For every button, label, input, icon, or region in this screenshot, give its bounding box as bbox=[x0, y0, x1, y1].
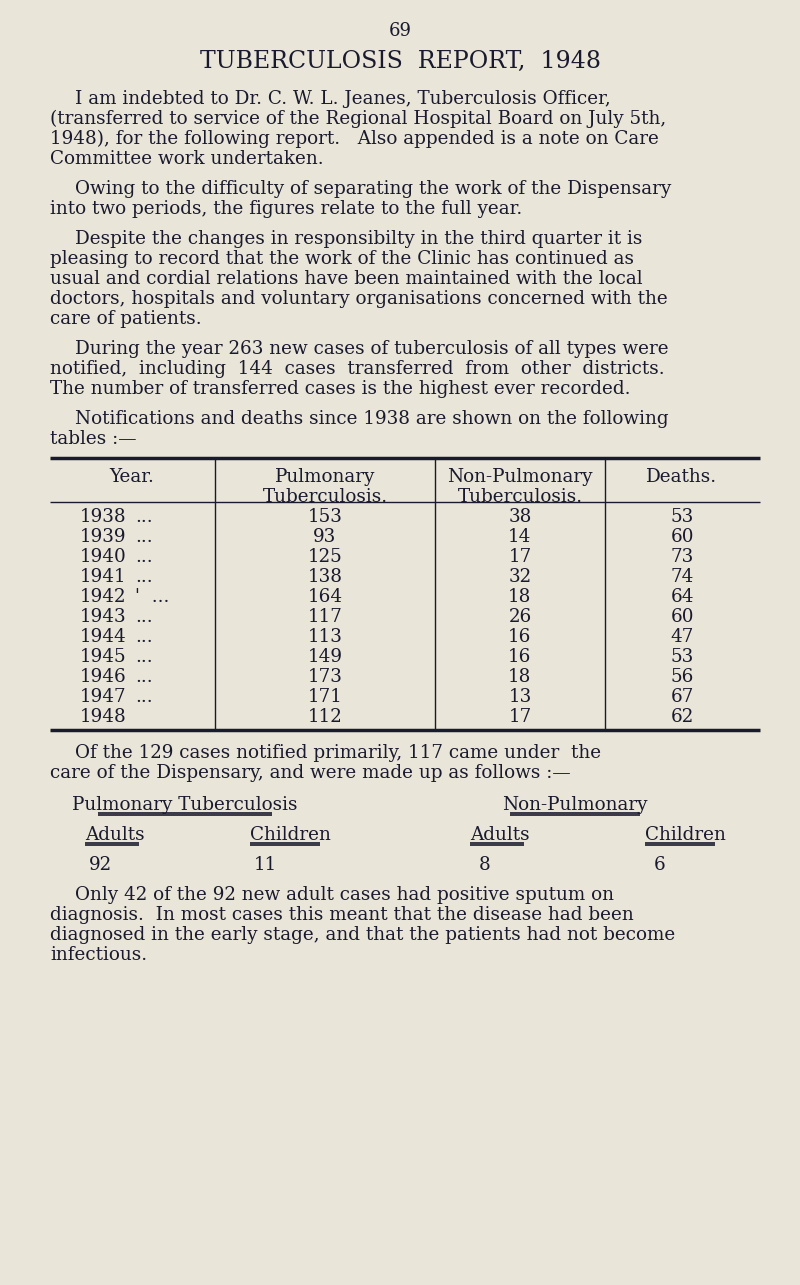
Text: TUBERCULOSIS  REPORT,  1948: TUBERCULOSIS REPORT, 1948 bbox=[199, 50, 601, 73]
Text: 53: 53 bbox=[670, 508, 694, 526]
Text: ...: ... bbox=[135, 648, 153, 666]
Text: 67: 67 bbox=[670, 687, 694, 705]
Text: ...: ... bbox=[135, 608, 153, 626]
Text: 1948), for the following report.   Also appended is a note on Care: 1948), for the following report. Also ap… bbox=[50, 130, 659, 148]
Text: 153: 153 bbox=[307, 508, 342, 526]
Text: 1945: 1945 bbox=[80, 648, 126, 666]
Text: 1946: 1946 bbox=[80, 668, 126, 686]
Text: Pulmonary Tuberculosis: Pulmonary Tuberculosis bbox=[72, 795, 298, 813]
Text: 17: 17 bbox=[508, 708, 532, 726]
Text: Committee work undertaken.: Committee work undertaken. bbox=[50, 150, 324, 168]
Text: 6: 6 bbox=[654, 856, 666, 874]
Text: usual and cordial relations have been maintained with the local: usual and cordial relations have been ma… bbox=[50, 270, 642, 288]
Text: 73: 73 bbox=[670, 547, 694, 565]
Text: doctors, hospitals and voluntary organisations concerned with the: doctors, hospitals and voluntary organis… bbox=[50, 290, 668, 308]
Text: 53: 53 bbox=[670, 648, 694, 666]
Text: 138: 138 bbox=[307, 568, 342, 586]
Text: ...: ... bbox=[135, 668, 153, 686]
Text: Of the 129 cases notified primarily, 117 came under  the: Of the 129 cases notified primarily, 117… bbox=[75, 744, 601, 762]
Text: 173: 173 bbox=[307, 668, 342, 686]
Text: notified,  including  144  cases  transferred  from  other  districts.: notified, including 144 cases transferre… bbox=[50, 360, 665, 378]
Text: 16: 16 bbox=[508, 648, 532, 666]
Text: 149: 149 bbox=[307, 648, 342, 666]
Text: 74: 74 bbox=[670, 568, 694, 586]
Text: ...: ... bbox=[135, 568, 153, 586]
Text: ...: ... bbox=[135, 687, 153, 705]
Text: Only 42 of the 92 new adult cases had positive sputum on: Only 42 of the 92 new adult cases had po… bbox=[75, 885, 614, 905]
Text: 16: 16 bbox=[508, 628, 532, 646]
Text: I am indebted to Dr. C. W. L. Jeanes, Tuberculosis Officer,: I am indebted to Dr. C. W. L. Jeanes, Tu… bbox=[75, 90, 610, 108]
Text: Children: Children bbox=[645, 826, 726, 844]
Text: Non-Pulmonary: Non-Pulmonary bbox=[502, 795, 648, 813]
Text: 8: 8 bbox=[479, 856, 491, 874]
Text: Year.: Year. bbox=[110, 468, 154, 486]
Text: 62: 62 bbox=[670, 708, 694, 726]
Text: 11: 11 bbox=[254, 856, 277, 874]
Text: 56: 56 bbox=[670, 668, 694, 686]
Text: '  ...: ' ... bbox=[135, 589, 170, 607]
Text: Non-Pulmonary: Non-Pulmonary bbox=[447, 468, 593, 486]
Text: 1939: 1939 bbox=[80, 528, 126, 546]
Text: 13: 13 bbox=[508, 687, 532, 705]
Text: 18: 18 bbox=[508, 668, 532, 686]
Text: 92: 92 bbox=[89, 856, 111, 874]
Text: Tuberculosis.: Tuberculosis. bbox=[458, 488, 582, 506]
Text: infectious.: infectious. bbox=[50, 946, 147, 964]
Text: 69: 69 bbox=[389, 22, 411, 40]
Text: 125: 125 bbox=[308, 547, 342, 565]
Text: into two periods, the figures relate to the full year.: into two periods, the figures relate to … bbox=[50, 200, 522, 218]
Text: Tuberculosis.: Tuberculosis. bbox=[262, 488, 387, 506]
Text: Deaths.: Deaths. bbox=[646, 468, 718, 486]
Text: 26: 26 bbox=[508, 608, 532, 626]
Text: 14: 14 bbox=[508, 528, 532, 546]
Text: care of patients.: care of patients. bbox=[50, 310, 202, 328]
Text: 1947: 1947 bbox=[80, 687, 126, 705]
Text: 1944: 1944 bbox=[80, 628, 126, 646]
Text: 117: 117 bbox=[307, 608, 342, 626]
Text: 1942: 1942 bbox=[80, 589, 126, 607]
Text: ...: ... bbox=[135, 628, 153, 646]
Text: 47: 47 bbox=[670, 628, 694, 646]
Text: 64: 64 bbox=[670, 589, 694, 607]
Text: 38: 38 bbox=[508, 508, 532, 526]
Text: (transferred to service of the Regional Hospital Board on July 5th,: (transferred to service of the Regional … bbox=[50, 111, 666, 128]
Text: Pulmonary: Pulmonary bbox=[275, 468, 375, 486]
Text: ...: ... bbox=[135, 528, 153, 546]
Text: care of the Dispensary, and were made up as follows :—: care of the Dispensary, and were made up… bbox=[50, 765, 570, 783]
Text: 60: 60 bbox=[670, 608, 694, 626]
Text: Despite the changes in responsibilty in the third quarter it is: Despite the changes in responsibilty in … bbox=[75, 230, 642, 248]
Text: 17: 17 bbox=[508, 547, 532, 565]
Text: The number of transferred cases is the highest ever recorded.: The number of transferred cases is the h… bbox=[50, 380, 630, 398]
Text: pleasing to record that the work of the Clinic has continued as: pleasing to record that the work of the … bbox=[50, 251, 634, 269]
Text: 171: 171 bbox=[307, 687, 342, 705]
Text: 164: 164 bbox=[307, 589, 342, 607]
Text: 1940: 1940 bbox=[80, 547, 126, 565]
Text: 1938: 1938 bbox=[80, 508, 126, 526]
Text: Adults: Adults bbox=[470, 826, 530, 844]
Text: During the year 263 new cases of tuberculosis of all types were: During the year 263 new cases of tubercu… bbox=[75, 341, 669, 359]
Text: Children: Children bbox=[250, 826, 331, 844]
Text: ...: ... bbox=[135, 547, 153, 565]
Text: tables :—: tables :— bbox=[50, 430, 137, 448]
Text: 18: 18 bbox=[508, 589, 532, 607]
Text: Notifications and deaths since 1938 are shown on the following: Notifications and deaths since 1938 are … bbox=[75, 410, 669, 428]
Text: 32: 32 bbox=[509, 568, 531, 586]
Text: 60: 60 bbox=[670, 528, 694, 546]
Text: 1948: 1948 bbox=[80, 708, 126, 726]
Text: 112: 112 bbox=[308, 708, 342, 726]
Text: 1943: 1943 bbox=[80, 608, 126, 626]
Text: ...: ... bbox=[135, 508, 153, 526]
Text: Adults: Adults bbox=[85, 826, 145, 844]
Text: 1941: 1941 bbox=[80, 568, 126, 586]
Text: diagnosis.  In most cases this meant that the disease had been: diagnosis. In most cases this meant that… bbox=[50, 906, 634, 924]
Text: diagnosed in the early stage, and that the patients had not become: diagnosed in the early stage, and that t… bbox=[50, 926, 675, 944]
Text: 113: 113 bbox=[307, 628, 342, 646]
Text: Owing to the difficulty of separating the work of the Dispensary: Owing to the difficulty of separating th… bbox=[75, 180, 671, 198]
Text: 93: 93 bbox=[314, 528, 337, 546]
